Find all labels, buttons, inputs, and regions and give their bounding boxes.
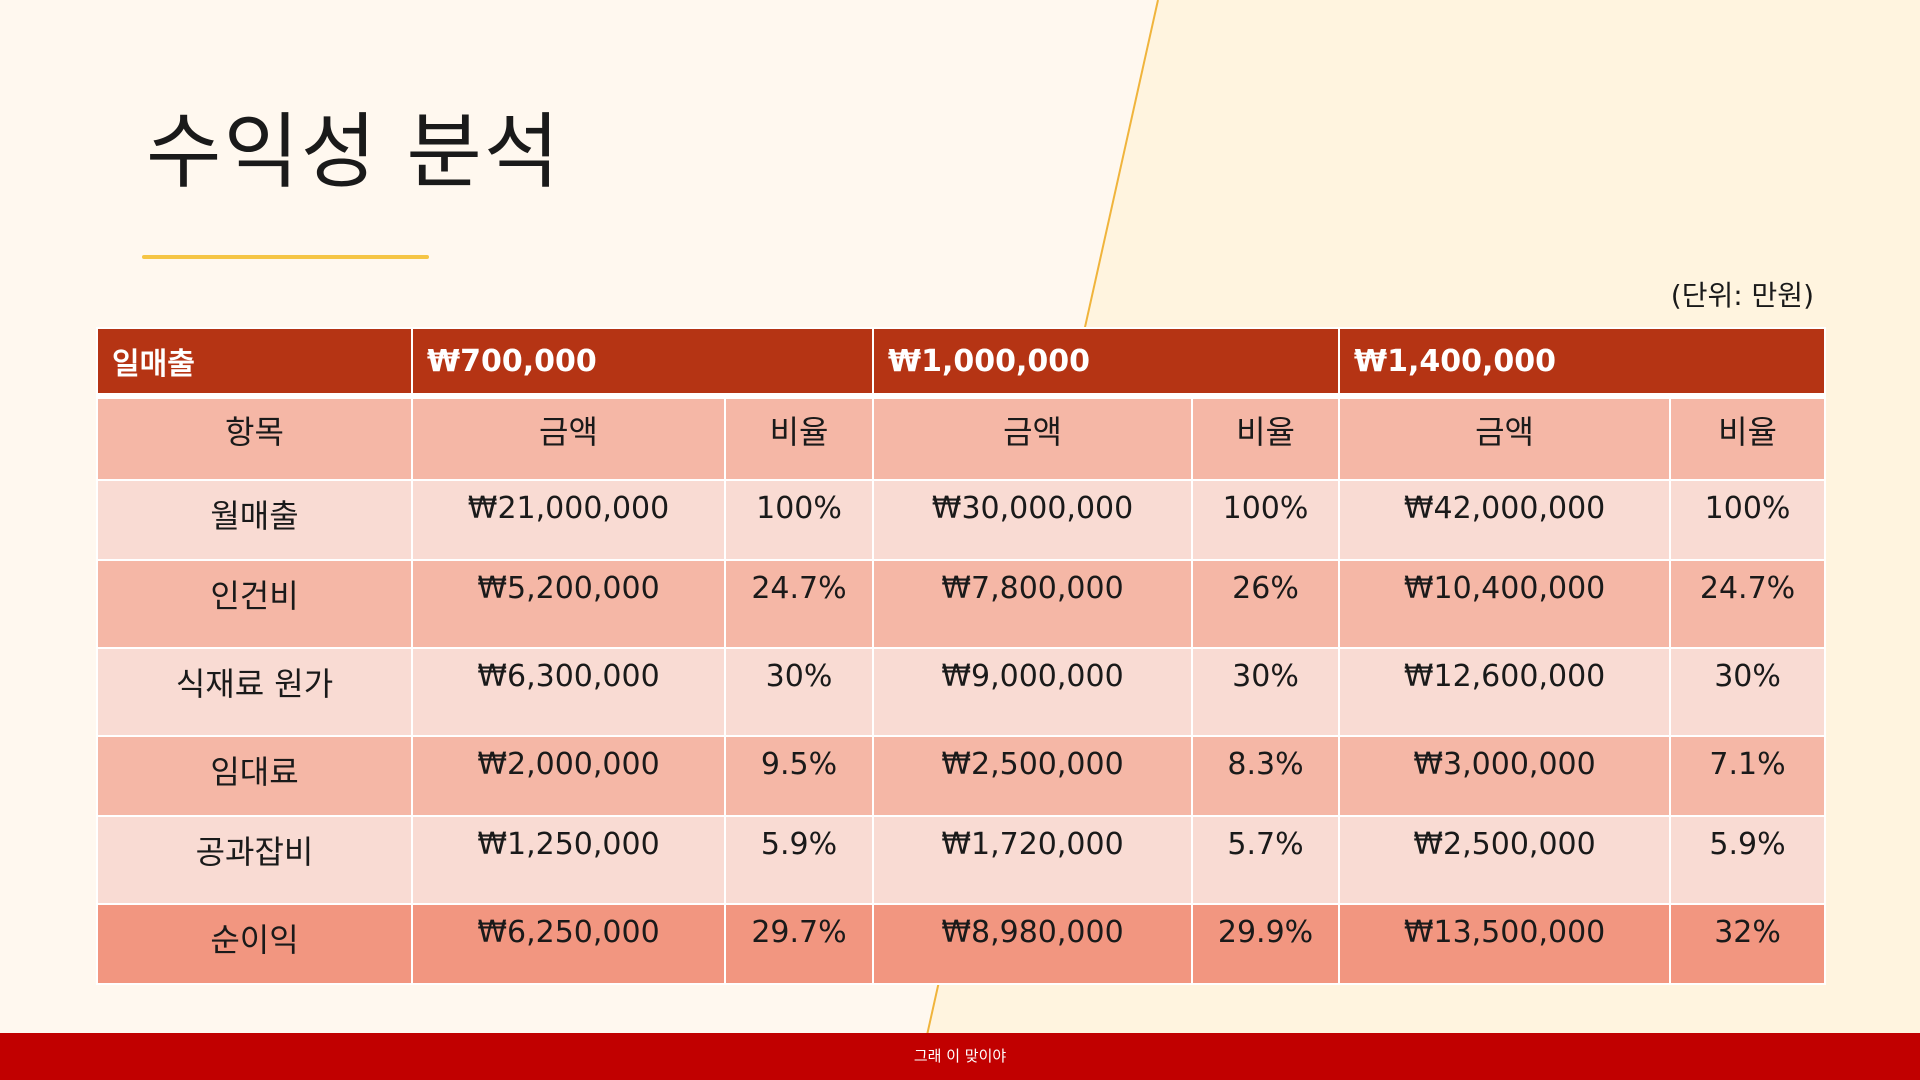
cell-amount: ₩7,800,000 bbox=[872, 559, 1194, 649]
cell-ratio: 100% bbox=[1191, 479, 1341, 561]
cell-amount: ₩1,720,000 bbox=[872, 815, 1194, 905]
subheader-amount-3: 금액 bbox=[1338, 395, 1672, 481]
cell-amount: ₩2,500,000 bbox=[1338, 815, 1672, 905]
subheader-ratio-1: 비율 bbox=[723, 395, 875, 481]
table-subheader-row: 항목 금액 비율 금액 비율 금액 비율 bbox=[96, 395, 1827, 481]
cell-amount: ₩12,600,000 bbox=[1338, 647, 1672, 737]
subheader-amount-1: 금액 bbox=[411, 395, 726, 481]
cell-ratio: 7.1% bbox=[1669, 735, 1827, 817]
cell-amount: ₩9,000,000 bbox=[872, 647, 1194, 737]
table-header-row: 일매출 ₩700,000 ₩1,000,000 ₩1,400,000 bbox=[96, 327, 1827, 399]
table-row-monthly-sales: 월매출 ₩21,000,000 100% ₩30,000,000 100% ₩4… bbox=[96, 479, 1827, 561]
cell-ratio: 5.9% bbox=[1669, 815, 1827, 905]
unit-note: (단위: 만원) bbox=[1670, 279, 1814, 312]
header-daily-sales-label: 일매출 bbox=[96, 327, 413, 399]
cell-ratio: 24.7% bbox=[723, 559, 875, 649]
subheader-amount-2: 금액 bbox=[872, 395, 1194, 481]
cell-amount: ₩21,000,000 bbox=[411, 479, 726, 561]
cell-amount: ₩5,200,000 bbox=[411, 559, 726, 649]
cell-ratio: 100% bbox=[1669, 479, 1827, 561]
cell-amount: ₩30,000,000 bbox=[872, 479, 1194, 561]
cell-amount: ₩6,250,000 bbox=[411, 903, 726, 985]
cell-amount: ₩3,000,000 bbox=[1338, 735, 1672, 817]
row-item-label: 순이익 bbox=[96, 903, 413, 985]
footer-bar: 그래 이 맞이야 bbox=[0, 1033, 1920, 1080]
row-item-label: 공과잡비 bbox=[96, 815, 413, 905]
row-item-label: 인건비 bbox=[96, 559, 413, 649]
cell-ratio: 29.9% bbox=[1191, 903, 1341, 985]
cell-amount: ₩6,300,000 bbox=[411, 647, 726, 737]
cell-amount: ₩8,980,000 bbox=[872, 903, 1194, 985]
cell-ratio: 5.7% bbox=[1191, 815, 1341, 905]
cell-amount: ₩42,000,000 bbox=[1338, 479, 1672, 561]
cell-ratio: 24.7% bbox=[1669, 559, 1827, 649]
table-row-labor-cost: 인건비 ₩5,200,000 24.7% ₩7,800,000 26% ₩10,… bbox=[96, 559, 1827, 649]
cell-amount: ₩2,000,000 bbox=[411, 735, 726, 817]
subheader-item: 항목 bbox=[96, 395, 413, 481]
subheader-ratio-2: 비율 bbox=[1191, 395, 1341, 481]
cell-amount: ₩1,250,000 bbox=[411, 815, 726, 905]
cell-ratio: 30% bbox=[1191, 647, 1341, 737]
cell-amount: ₩10,400,000 bbox=[1338, 559, 1672, 649]
header-scenario-3: ₩1,400,000 bbox=[1338, 327, 1827, 399]
header-scenario-1: ₩700,000 bbox=[410, 327, 875, 399]
profitability-table-container: 일매출 ₩700,000 ₩1,000,000 ₩1,400,000 항목 금액… bbox=[96, 327, 1827, 985]
slide-title: 수익성 분석 bbox=[146, 105, 562, 200]
profitability-table: 일매출 ₩700,000 ₩1,000,000 ₩1,400,000 항목 금액… bbox=[96, 327, 1827, 985]
cell-amount: ₩13,500,000 bbox=[1338, 903, 1672, 985]
title-underline bbox=[142, 255, 429, 259]
table-row-net-profit: 순이익 ₩6,250,000 29.7% ₩8,980,000 29.9% ₩1… bbox=[96, 903, 1827, 985]
row-item-label: 월매출 bbox=[96, 479, 413, 561]
cell-ratio: 5.9% bbox=[723, 815, 875, 905]
cell-ratio: 29.7% bbox=[723, 903, 875, 985]
cell-ratio: 30% bbox=[1669, 647, 1827, 737]
row-item-label: 임대료 bbox=[96, 735, 413, 817]
cell-ratio: 9.5% bbox=[723, 735, 875, 817]
header-scenario-2: ₩1,000,000 bbox=[872, 327, 1341, 399]
cell-ratio: 26% bbox=[1191, 559, 1341, 649]
table-row-utilities: 공과잡비 ₩1,250,000 5.9% ₩1,720,000 5.7% ₩2,… bbox=[96, 815, 1827, 905]
cell-ratio: 32% bbox=[1669, 903, 1827, 985]
row-item-label: 식재료 원가 bbox=[96, 647, 413, 737]
table-row-rent: 임대료 ₩2,000,000 9.5% ₩2,500,000 8.3% ₩3,0… bbox=[96, 735, 1827, 817]
subheader-ratio-3: 비율 bbox=[1669, 395, 1827, 481]
cell-ratio: 8.3% bbox=[1191, 735, 1341, 817]
cell-ratio: 100% bbox=[723, 479, 875, 561]
cell-amount: ₩2,500,000 bbox=[872, 735, 1194, 817]
cell-ratio: 30% bbox=[723, 647, 875, 737]
table-row-food-cost: 식재료 원가 ₩6,300,000 30% ₩9,000,000 30% ₩12… bbox=[96, 647, 1827, 737]
